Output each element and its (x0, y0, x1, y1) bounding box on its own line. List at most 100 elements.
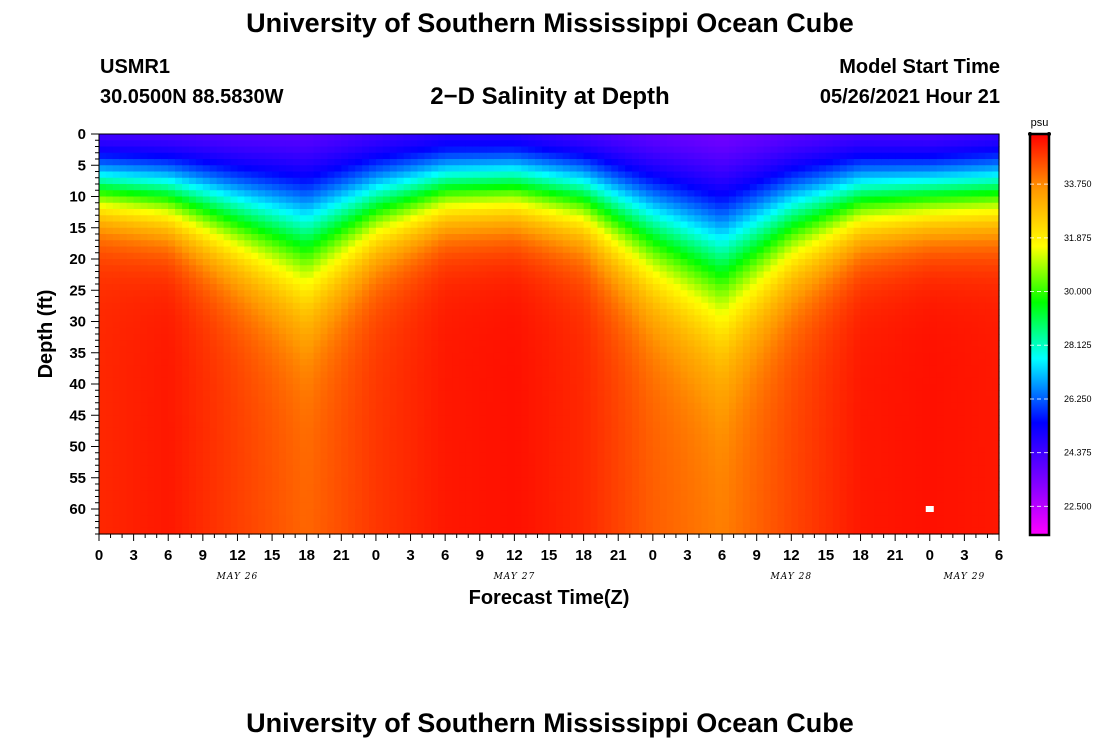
heatmap-cell (521, 252, 529, 260)
heatmap-cell (320, 296, 329, 304)
heatmap-cell (632, 134, 640, 141)
heatmap-cell (168, 296, 176, 304)
heatmap-cell (410, 315, 419, 323)
heatmap-cell (514, 384, 522, 391)
heatmap-cell (341, 246, 349, 254)
heatmap-cell (99, 521, 107, 529)
heatmap-cell (396, 484, 405, 491)
heatmap-cell (417, 390, 425, 398)
heatmap-cell (396, 196, 405, 204)
heatmap-cell (154, 527, 162, 535)
heatmap-cell (99, 484, 107, 491)
heatmap-cell (182, 296, 190, 304)
heatmap-cell (320, 165, 329, 173)
heatmap-cell (417, 271, 425, 279)
heatmap-cell (334, 284, 342, 291)
heatmap-cell (182, 140, 190, 148)
heatmap-cell (389, 277, 398, 285)
heatmap-cell (424, 434, 432, 441)
heatmap-cell (375, 502, 384, 510)
heatmap-cell (182, 502, 190, 510)
heatmap-cell (168, 146, 176, 154)
heatmap-cell (555, 527, 564, 535)
heatmap-cell (500, 290, 509, 298)
heatmap-cell (396, 334, 405, 341)
heatmap-cell (99, 215, 107, 223)
heatmap-cell (479, 421, 488, 429)
heatmap-cell (362, 390, 370, 398)
heatmap-cell (597, 459, 605, 466)
heatmap-cell (445, 509, 453, 516)
heatmap-cell (369, 165, 377, 173)
heatmap-cell (140, 227, 149, 235)
heatmap-cell (154, 327, 162, 335)
heatmap-cell (542, 446, 550, 454)
heatmap-cell (175, 409, 183, 416)
heatmap-cell (528, 359, 536, 366)
heatmap-cell (604, 527, 612, 535)
heatmap-cell (230, 365, 239, 373)
heatmap-cell (590, 484, 599, 491)
heatmap-cell (362, 421, 370, 429)
heatmap-cell (528, 446, 536, 454)
heatmap-cell (569, 209, 578, 216)
heatmap-cell (445, 371, 453, 379)
heatmap-cell (119, 352, 128, 360)
heatmap-cell (528, 459, 536, 466)
heatmap-cell (389, 402, 398, 410)
heatmap-cell (452, 365, 460, 373)
heatmap-cell (168, 252, 176, 260)
heatmap-cell (140, 302, 149, 310)
heatmap-cell (465, 346, 474, 354)
heatmap-cell (355, 334, 363, 341)
heatmap-cell (382, 365, 391, 373)
heatmap-cell (431, 221, 439, 229)
heatmap-cell (507, 165, 515, 173)
heatmap-cell (230, 302, 239, 310)
heatmap-cell (355, 515, 363, 523)
heatmap-cell (306, 227, 315, 235)
heatmap-cell (306, 140, 315, 148)
heatmap-cell (168, 509, 176, 516)
heatmap-cell (244, 159, 252, 166)
heatmap-cell (175, 446, 183, 454)
heatmap-cell (112, 134, 121, 141)
heatmap-cell (313, 221, 322, 229)
heatmap-cell (362, 140, 370, 148)
heatmap-cell (362, 252, 370, 260)
heatmap-cell (431, 527, 439, 535)
heatmap-cell (396, 302, 405, 310)
heatmap-cell (251, 202, 259, 210)
heatmap-cell (632, 209, 640, 216)
heatmap-cell (279, 371, 287, 379)
heatmap-cell (417, 146, 425, 154)
heatmap-cell (112, 509, 121, 516)
heatmap-cell (452, 309, 460, 316)
heatmap-cell (507, 334, 515, 341)
heatmap-cell (611, 340, 619, 348)
heatmap-cell (465, 515, 474, 523)
heatmap-cell (486, 402, 495, 410)
heatmap-cell (154, 365, 162, 373)
heatmap-cell (147, 159, 155, 166)
heatmap-cell (306, 459, 315, 466)
heatmap-cell (521, 215, 529, 223)
heatmap-cell (465, 465, 474, 473)
heatmap-cell (459, 196, 467, 204)
heatmap-cell (632, 184, 640, 191)
heatmap-cell (202, 427, 211, 435)
heatmap-cell (611, 509, 619, 516)
heatmap-cell (223, 359, 232, 366)
heatmap-cell (147, 340, 155, 348)
heatmap-cell (445, 390, 453, 398)
heatmap-cell (555, 421, 564, 429)
heatmap-cell (258, 284, 266, 291)
heatmap-cell (459, 296, 467, 304)
heatmap-cell (549, 234, 557, 241)
heatmap-cell (299, 446, 308, 454)
heatmap-cell (258, 165, 266, 173)
heatmap-cell (611, 252, 619, 260)
heatmap-cell (500, 477, 509, 485)
heatmap-cell (632, 177, 640, 185)
heatmap-cell (244, 402, 252, 410)
